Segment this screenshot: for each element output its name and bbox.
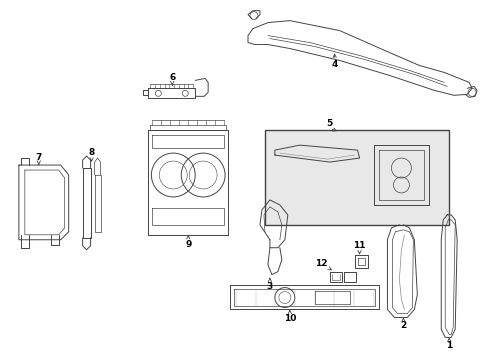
Text: 9: 9 [185,240,192,249]
Text: 8: 8 [89,148,95,157]
Text: 7: 7 [36,153,42,162]
Text: 1: 1 [446,341,452,350]
Text: 5: 5 [326,119,333,128]
Text: 6: 6 [169,73,175,82]
Text: 12: 12 [315,259,328,268]
Bar [265,130,449,225]
Text: 2: 2 [400,321,407,330]
Text: 10: 10 [284,315,296,324]
Text: 3: 3 [267,282,273,291]
Text: 11: 11 [353,241,366,250]
Text: 4: 4 [331,60,338,69]
